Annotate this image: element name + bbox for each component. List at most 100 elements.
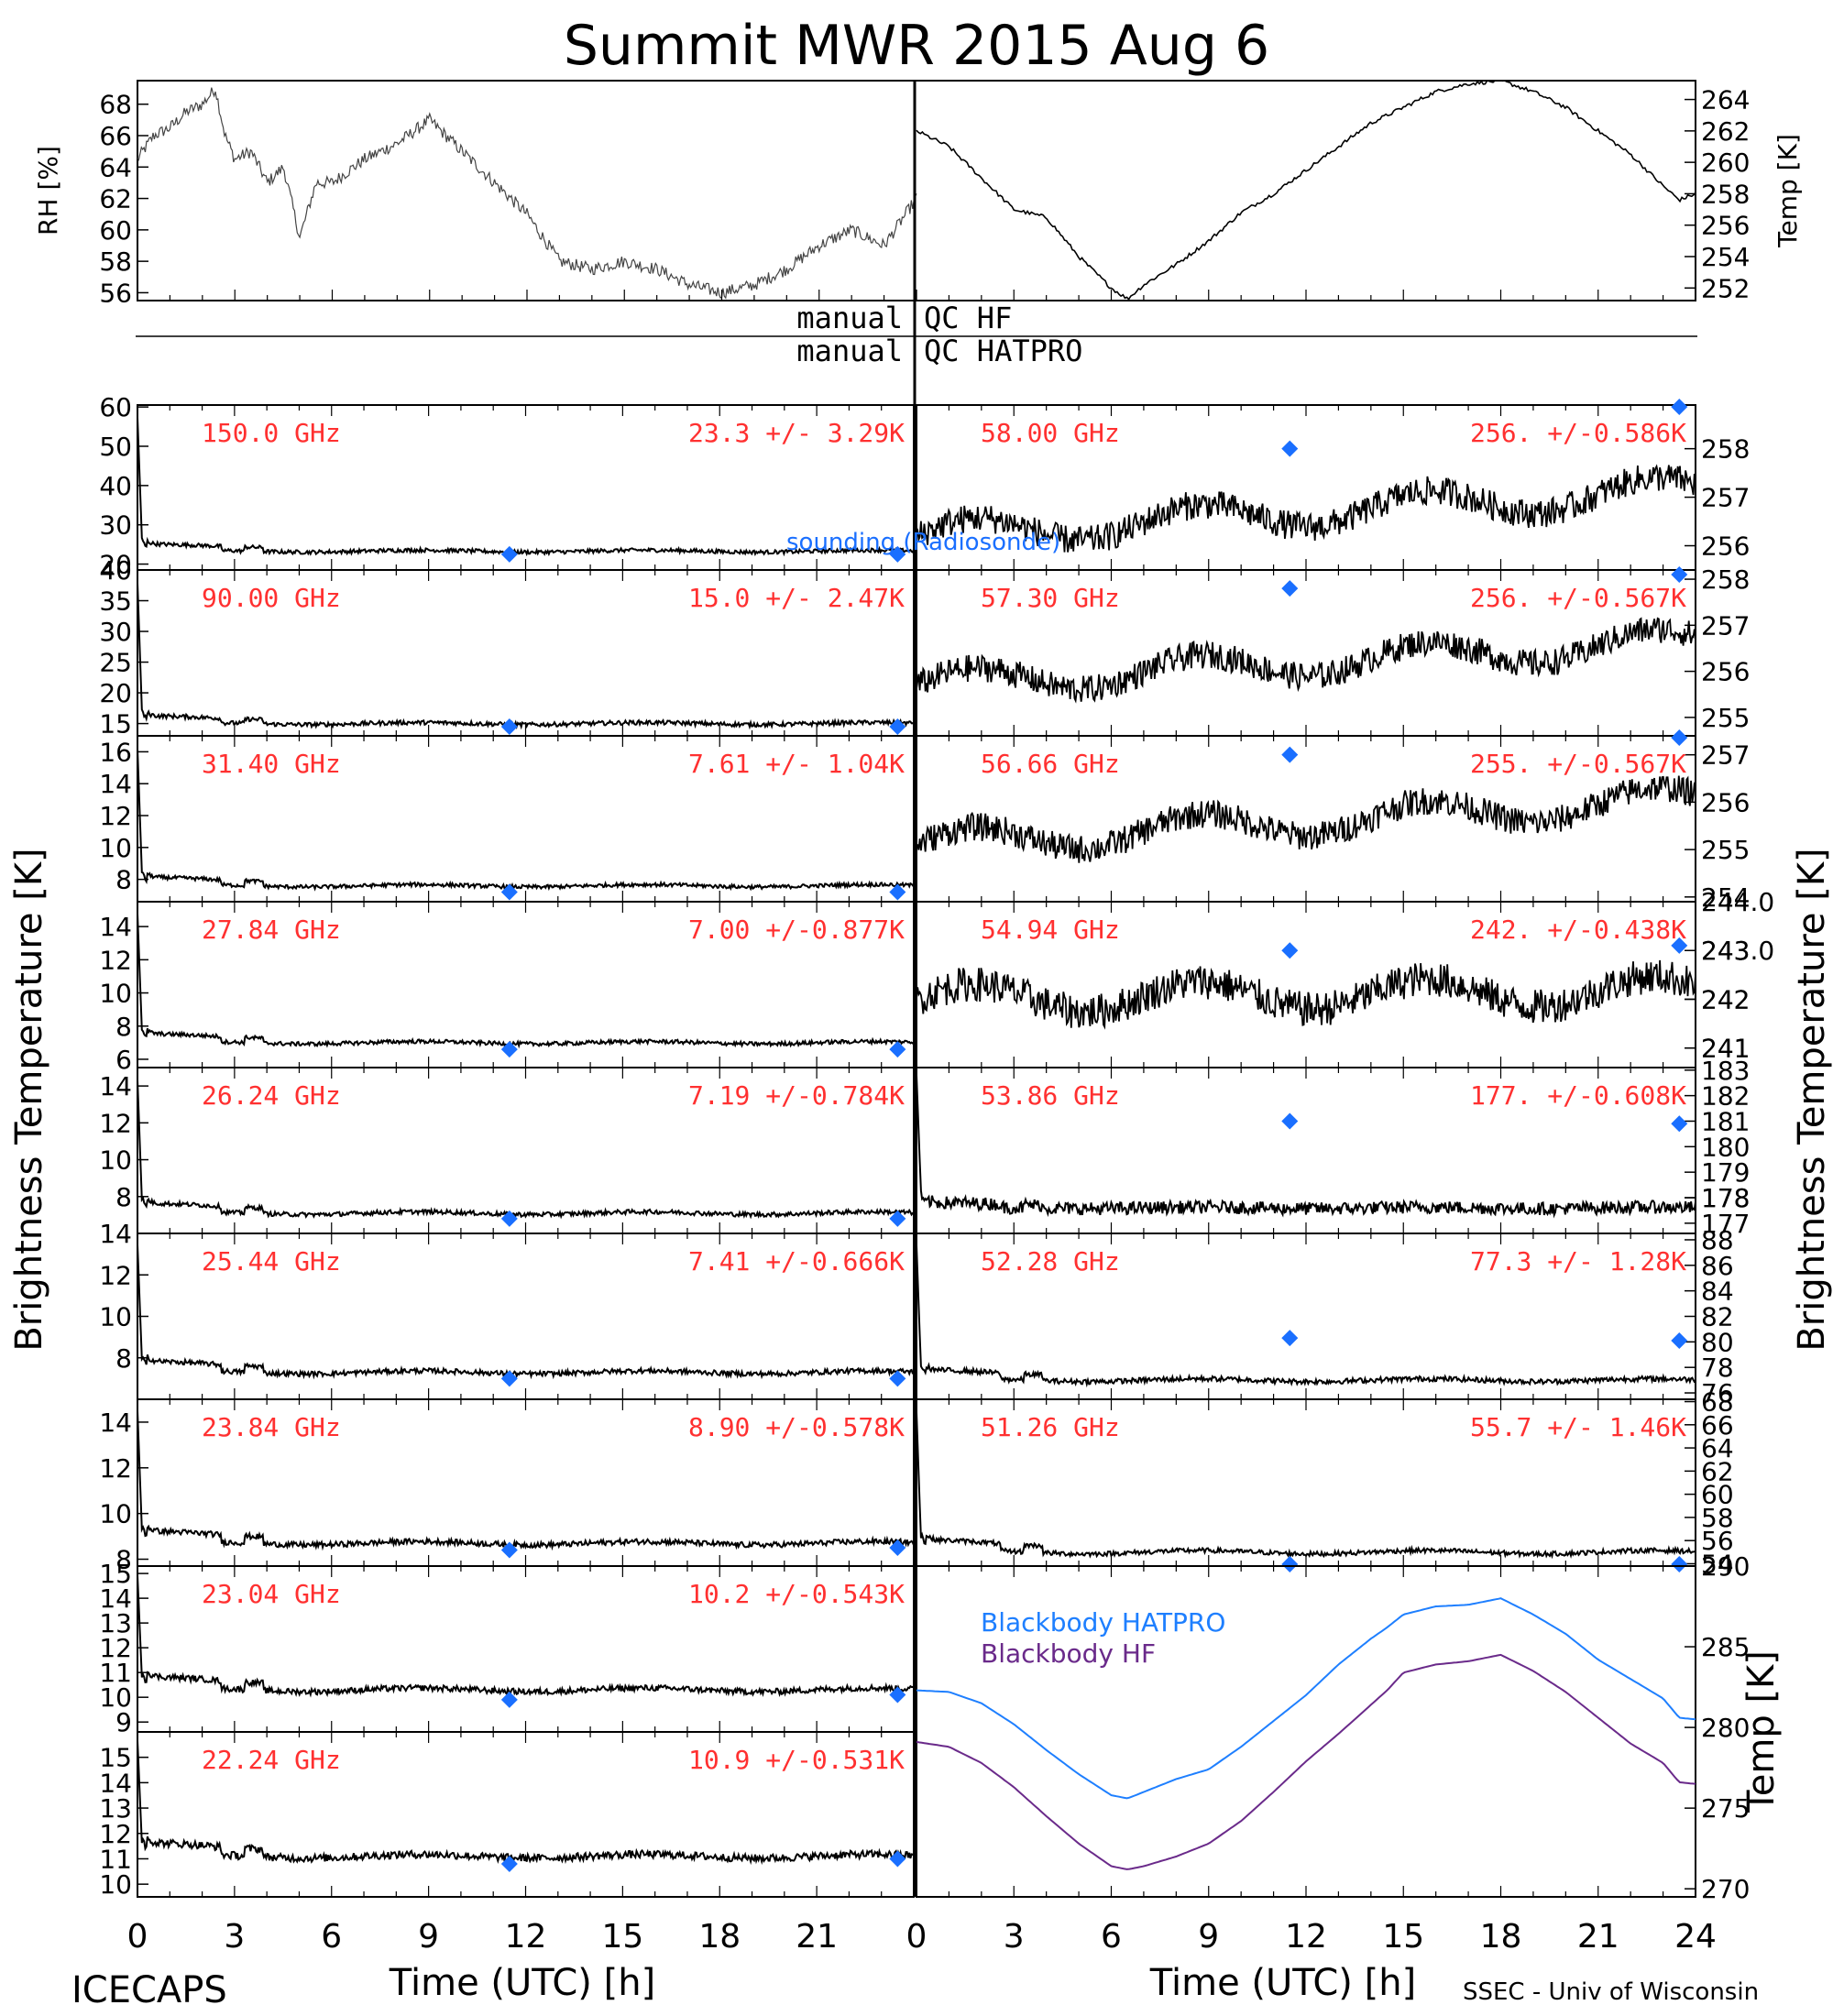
panel-L23: 8 10 12 14 23.84 GHz 8.90 +/-0.578K — [99, 1398, 915, 1575]
panel-blackbody: 270 275 280 285 290 Blackbody HATPROBlackbody… — [916, 1551, 1783, 1904]
y-tick-label: 270 — [1701, 1874, 1750, 1904]
sounding-marker — [889, 1686, 906, 1704]
bb-series-hatpro — [916, 1597, 1696, 1800]
channel-stats: 255. +/-0.567K — [1470, 749, 1686, 779]
bb-y-label: Temp [K] — [1740, 1650, 1783, 1813]
y-tick-label: 9 — [115, 1707, 132, 1737]
channel-stats: 177. +/-0.608K — [1470, 1080, 1686, 1111]
rh-tick-label: 64 — [99, 152, 132, 182]
temp-tick-label: 252 — [1701, 273, 1750, 303]
y-tick-label: 12 — [99, 1819, 132, 1849]
sounding-marker — [500, 1210, 518, 1227]
channel-stats: 10.2 +/-0.543K — [688, 1579, 905, 1609]
y-tick-label: 15 — [99, 1559, 132, 1589]
channel-stats: 15.0 +/- 2.47K — [688, 583, 905, 613]
channel-label: 23.04 GHz — [202, 1579, 341, 1609]
sounding-marker — [1281, 440, 1299, 457]
chart-title: Summit MWR 2015 Aug 6 — [564, 14, 1269, 78]
y-tick-label: 8 — [115, 1343, 132, 1374]
y-tick-label: 258 — [1701, 564, 1750, 595]
y-tick-label: 14 — [99, 1583, 132, 1614]
sounding-marker — [1281, 580, 1299, 597]
y-tick-label: 50 — [99, 432, 132, 462]
y-tick-label: 10 — [99, 833, 132, 863]
y-tick-label: 14 — [99, 1219, 132, 1249]
channel-stats: 242. +/-0.438K — [1470, 915, 1686, 945]
y-tick-label: 10 — [99, 1499, 132, 1529]
y-tick-label: 25 — [99, 648, 132, 678]
y-tick-label: 80 — [1701, 1327, 1734, 1357]
temp-tick-label: 264 — [1701, 85, 1750, 115]
trace-series — [137, 1244, 915, 1380]
temp-tick-label: 256 — [1701, 211, 1750, 241]
bb-series-hf — [916, 1653, 1696, 1870]
x-tick-label-right: 3 — [1004, 1918, 1025, 1956]
sounding-marker — [889, 718, 906, 735]
y-tick-label: 35 — [99, 586, 132, 617]
channel-stats: 256. +/-0.567K — [1470, 583, 1686, 613]
x-tick-label-right: 21 — [1577, 1918, 1619, 1956]
y-tick-label: 10 — [99, 979, 132, 1009]
x-tick-label-left: 0 — [127, 1918, 148, 1956]
y-tick-label: 86 — [1701, 1251, 1734, 1281]
sounding-marker — [1671, 1115, 1688, 1133]
y-tick-label: 255 — [1701, 835, 1750, 865]
rh-series — [137, 87, 917, 300]
y-tick-label: 181 — [1701, 1106, 1750, 1136]
y-tick-label: 30 — [99, 617, 132, 647]
y-tick-label: 60 — [1701, 1480, 1734, 1510]
y-tick-label: 290 — [1701, 1551, 1750, 1582]
sounding-marker — [889, 1041, 906, 1058]
y-tick-label: 258 — [1701, 434, 1750, 465]
rh-tick-label: 66 — [99, 121, 132, 151]
y-tick-label: 14 — [99, 1768, 132, 1798]
y-tick-label: 10 — [99, 1302, 132, 1332]
channel-label: 26.24 GHz — [202, 1080, 341, 1111]
sounding-marker — [889, 883, 906, 901]
met-frame — [137, 80, 1696, 301]
y-tick-label: 56 — [1701, 1526, 1734, 1556]
y-tick-label: 257 — [1701, 610, 1750, 641]
channel-stats: 7.41 +/-0.666K — [688, 1246, 905, 1276]
x-tick-label-right: 18 — [1480, 1918, 1522, 1956]
y-tick-label: 20 — [99, 550, 132, 580]
temp-tick-label: 260 — [1701, 148, 1750, 178]
left-y-label: Brightness Temperature [K] — [8, 848, 50, 1351]
y-tick-label: 60 — [99, 392, 132, 422]
y-tick-label: 255 — [1701, 703, 1750, 733]
y-tick-label: 242 — [1701, 984, 1750, 1014]
channel-label: 57.30 GHz — [981, 583, 1120, 613]
qc-hf-left-label: manual — [796, 301, 903, 335]
y-tick-label: 8 — [115, 1012, 132, 1042]
temp-series — [916, 80, 1696, 301]
trace-series — [137, 583, 915, 730]
y-tick-label: 12 — [99, 945, 132, 975]
x-tick-label-left: 9 — [418, 1918, 439, 1956]
y-tick-label: 10 — [99, 1145, 132, 1176]
channel-stats: 7.19 +/-0.784K — [688, 1080, 905, 1111]
y-tick-label: 177 — [1701, 1209, 1750, 1239]
rh-tick-label: 56 — [99, 278, 132, 308]
sounding-marker — [500, 1370, 518, 1387]
channel-stats: 7.00 +/-0.877K — [688, 915, 905, 945]
y-tick-label: 78 — [1701, 1353, 1734, 1383]
y-tick-label: 280 — [1701, 1713, 1750, 1743]
trace-series — [137, 1410, 915, 1551]
y-tick-label: 58 — [1701, 1503, 1734, 1533]
sounding-marker — [1671, 1556, 1688, 1572]
trace-series — [137, 1079, 915, 1220]
channel-label: 23.84 GHz — [202, 1412, 341, 1442]
panel-L150: 20 30 40 50 60 150.0 GHz 23.3 +/- 3.29K — [99, 392, 915, 580]
y-tick-label: 82 — [1701, 1302, 1734, 1332]
temp-tick-label: 258 — [1701, 179, 1750, 209]
y-tick-label: 15 — [99, 1743, 132, 1773]
channel-label: 22.24 GHz — [202, 1745, 341, 1775]
footer-left: ICECAPS — [71, 1969, 227, 2011]
y-tick-label: 275 — [1701, 1793, 1750, 1824]
sounding-label: sounding (Radiosonde) — [786, 529, 1060, 556]
rh-tick-label: 58 — [99, 247, 132, 277]
